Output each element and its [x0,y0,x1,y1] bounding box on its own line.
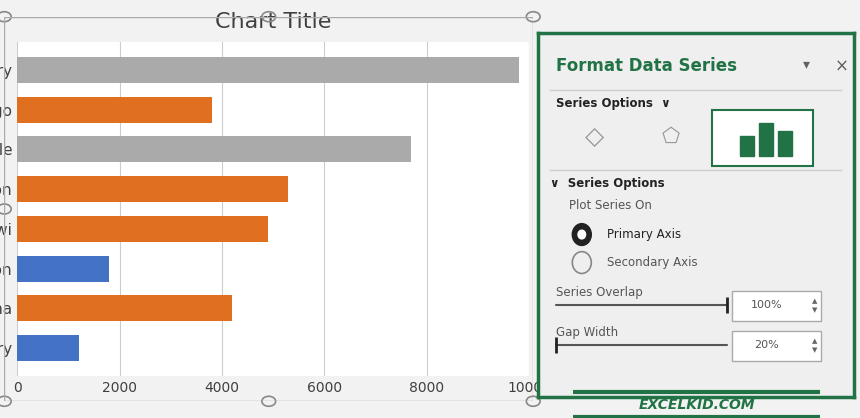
FancyBboxPatch shape [732,331,820,361]
Text: Format Data Series: Format Data Series [556,57,738,75]
Text: ×: × [835,57,849,75]
Text: ∨  Series Options: ∨ Series Options [550,177,665,190]
Bar [17,97,212,122]
Bar [778,130,792,156]
Bar [17,216,268,242]
Text: ▲: ▲ [812,298,817,304]
Title: Chart Title: Chart Title [215,12,331,32]
Text: ◇: ◇ [585,125,604,149]
Text: Secondary Axis: Secondary Axis [607,256,697,269]
FancyBboxPatch shape [732,291,820,321]
Text: Gap Width: Gap Width [556,326,618,339]
Bar [17,335,78,361]
Bar [17,137,411,162]
Text: Series Overlap: Series Overlap [556,286,643,299]
Text: ⬠: ⬠ [661,127,679,147]
Text: ▾: ▾ [803,57,810,71]
Text: 20%: 20% [754,340,779,350]
Bar [759,123,773,156]
Text: ▼: ▼ [812,308,817,314]
FancyBboxPatch shape [711,110,813,166]
Text: 100%: 100% [751,301,783,311]
Text: EXCELKID.COM: EXCELKID.COM [638,398,755,412]
Text: ▼: ▼ [812,347,817,354]
Text: Series Options  ∨: Series Options ∨ [556,97,671,110]
Circle shape [572,224,592,245]
Text: Primary Axis: Primary Axis [607,228,681,241]
Text: Plot Series On: Plot Series On [569,199,652,212]
Bar [17,176,288,202]
Bar [17,296,232,321]
Bar [17,256,109,281]
Circle shape [578,230,586,239]
Bar [740,136,754,156]
Bar [17,57,519,83]
Text: ▲: ▲ [812,338,817,344]
